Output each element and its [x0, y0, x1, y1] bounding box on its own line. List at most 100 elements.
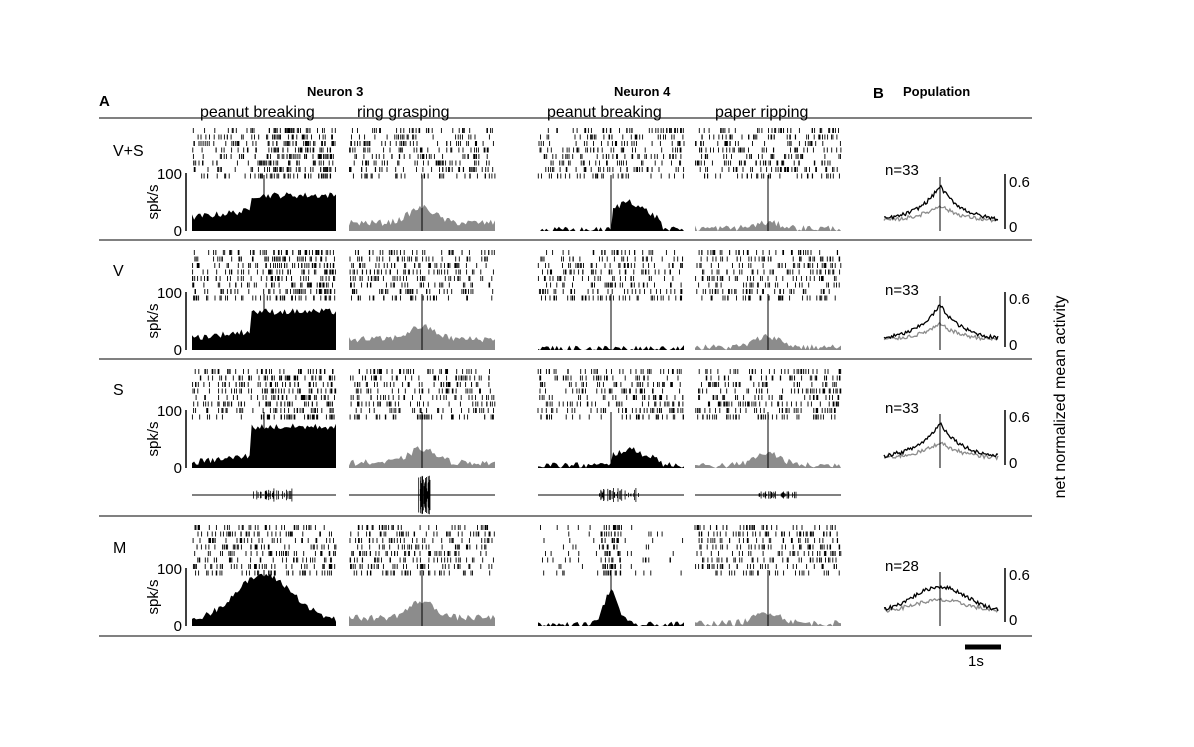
neuron-3-title: Neuron 3	[307, 84, 363, 99]
sound-trace	[418, 475, 431, 515]
raster-row	[193, 250, 334, 255]
raster-row	[192, 382, 333, 387]
raster-row	[545, 551, 674, 556]
raster-row	[539, 147, 682, 153]
raster-row	[358, 369, 490, 374]
population-axis-row-1: 0.6 0	[1004, 174, 1030, 236]
row-label-m: M	[113, 540, 126, 557]
raster-row	[355, 388, 491, 394]
raster-row	[350, 395, 495, 400]
raster-row	[698, 250, 839, 255]
population-n-row-4: n=28	[885, 558, 919, 575]
raster-row	[702, 557, 837, 563]
psth-area	[538, 199, 684, 231]
raster-row	[193, 295, 336, 301]
raster-row	[698, 388, 842, 394]
raster-row	[192, 147, 332, 153]
row-label-v: V	[113, 263, 124, 280]
pop-tick-06: 0.6	[1009, 409, 1030, 426]
psth-axis-row-1: 100 0 spk/s	[145, 166, 187, 240]
row-label-s: S	[113, 382, 124, 399]
raster-row	[701, 382, 837, 387]
psth-y-label: spk/s	[145, 421, 162, 456]
raster-row	[694, 525, 836, 530]
psth-tick-100: 100	[157, 285, 182, 302]
population-curve	[883, 597, 999, 613]
raster-row	[194, 369, 334, 374]
raster-row	[701, 134, 838, 140]
raster-row	[350, 276, 493, 281]
raster-row	[355, 250, 495, 255]
raster-row	[540, 256, 684, 262]
population-curve	[883, 304, 999, 341]
population-curve	[883, 321, 999, 342]
raster-row	[543, 154, 682, 159]
raster-row	[349, 147, 489, 153]
raster-row	[698, 538, 839, 543]
population-curve	[883, 441, 999, 461]
raster-row	[538, 141, 685, 146]
raster-row	[695, 564, 837, 569]
pop-tick-0: 0	[1009, 337, 1017, 354]
raster-row	[193, 408, 334, 413]
raster-row	[696, 289, 830, 294]
psth-y-label: spk/s	[145, 579, 162, 614]
population-curve	[884, 184, 999, 222]
raster-row	[194, 525, 325, 530]
population-n-row-2: n=33	[885, 282, 919, 299]
psth-area	[538, 447, 684, 468]
raster-row	[695, 160, 831, 166]
raster-row	[539, 388, 681, 394]
raster-row	[562, 544, 650, 550]
raster-row	[537, 369, 682, 374]
raster-row	[545, 401, 684, 407]
raster-row	[349, 538, 493, 543]
raster-row	[540, 525, 633, 530]
psth-axis-row-3: 100 0 spk/s	[145, 403, 187, 477]
raster-row	[696, 551, 842, 556]
raster-row	[357, 525, 489, 530]
psth-tick-0: 0	[174, 342, 182, 359]
raster-row	[349, 414, 494, 420]
raster-row	[192, 276, 336, 281]
neuron-4-condition-1-label: peanut breaking	[547, 104, 662, 121]
raster-row	[539, 375, 679, 381]
raster-row	[349, 256, 488, 262]
raster-row	[353, 160, 490, 166]
raster-row	[352, 173, 496, 179]
raster-row	[543, 570, 682, 576]
row-label-vs: V+S	[113, 143, 144, 160]
raster-row	[547, 128, 684, 133]
raster-row	[698, 395, 840, 400]
raster-row	[700, 256, 841, 262]
raster-row	[194, 551, 336, 556]
population-n-row-3: n=33	[885, 400, 919, 417]
raster-row	[197, 531, 332, 537]
raster-row	[546, 282, 682, 288]
raster-row	[351, 128, 493, 133]
neuron-3-condition-1-label: peanut breaking	[200, 104, 315, 121]
raster-row	[351, 289, 494, 294]
raster-row	[195, 570, 332, 576]
raster-row	[192, 269, 336, 275]
raster-row	[354, 154, 488, 159]
raster-row	[701, 295, 836, 301]
raster-row	[695, 141, 841, 146]
raster-row	[704, 173, 840, 179]
neuron-3-condition-2-label: ring grasping	[357, 104, 450, 121]
raster-row	[550, 160, 682, 166]
psth-axis-row-2: 100 0 spk/s	[145, 285, 187, 359]
raster-row	[702, 269, 841, 275]
population-n-row-1: n=33	[885, 162, 919, 179]
population-title: Population	[903, 84, 970, 99]
raster-row	[558, 564, 632, 569]
raster-row	[545, 167, 685, 172]
raster-row	[695, 408, 836, 413]
panel-a-label: A	[99, 93, 110, 110]
psth-tick-100: 100	[157, 166, 182, 183]
raster-row	[539, 395, 684, 400]
raster-row	[197, 557, 332, 563]
psth-tick-0: 0	[174, 460, 182, 477]
psth-tick-0: 0	[174, 223, 182, 240]
